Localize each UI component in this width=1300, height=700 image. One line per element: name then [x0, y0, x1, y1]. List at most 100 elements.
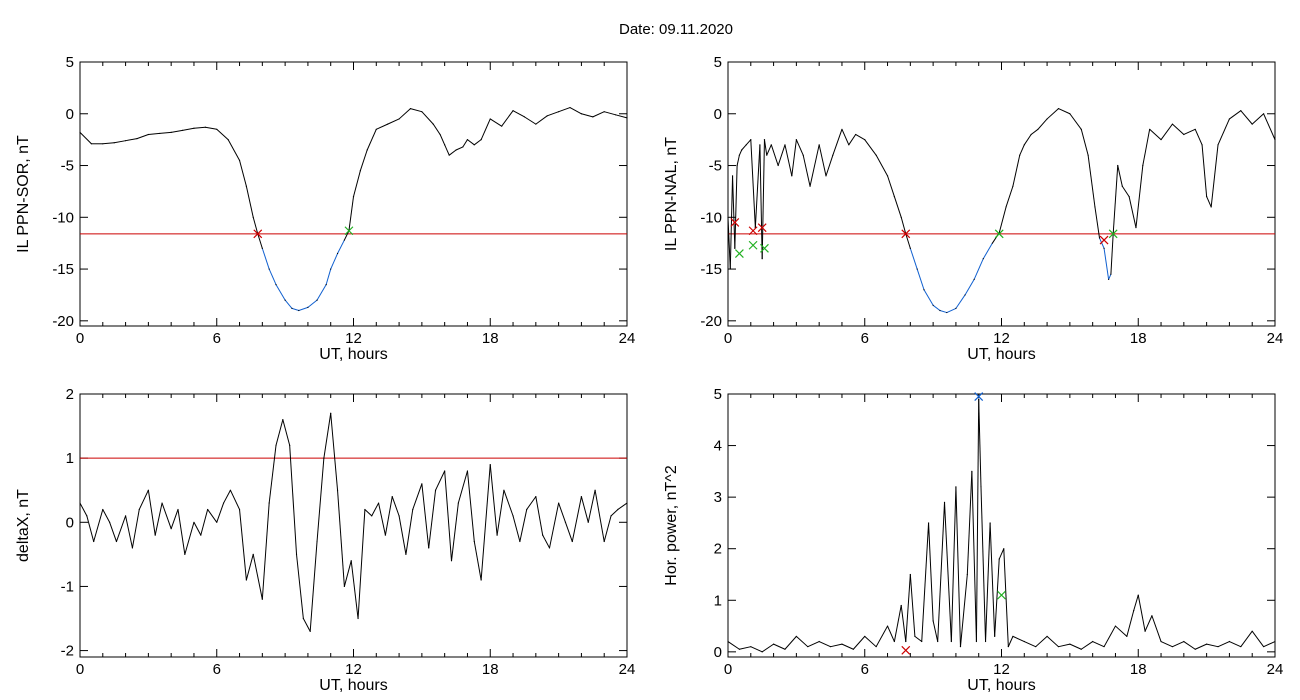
data-point [375, 128, 377, 130]
series-segment [1142, 129, 1151, 166]
data-point [916, 268, 918, 270]
series-segment [950, 486, 957, 642]
series-segment [569, 107, 582, 115]
series-segment [350, 560, 359, 619]
data-point [932, 620, 934, 622]
data-point [1217, 646, 1219, 648]
data-point [275, 444, 277, 446]
data-point [1240, 110, 1242, 112]
series-segment [966, 471, 973, 575]
series-segment [741, 144, 747, 151]
plot-frame-sor [79, 61, 628, 327]
series-segment [998, 548, 1005, 560]
series-segment [1024, 641, 1036, 648]
data-point [503, 489, 505, 491]
series-segment [1121, 185, 1130, 197]
series-segment [428, 490, 437, 549]
data-point [282, 419, 284, 421]
y-axis-label: Hor. power, nT^2 [663, 465, 680, 586]
data-point [750, 139, 752, 141]
series-segment [905, 233, 911, 249]
series-segment [848, 134, 857, 146]
data-point [336, 489, 339, 491]
data-point [937, 640, 939, 643]
data-point [864, 635, 866, 637]
series-segment [1144, 615, 1153, 632]
x-tick-label: 24 [1267, 330, 1284, 347]
data-point [964, 294, 966, 296]
data-point [905, 640, 907, 643]
series-segment [435, 470, 446, 491]
series-segment [330, 413, 339, 491]
marker-stroke [730, 218, 740, 227]
series-segment [1160, 641, 1173, 648]
series-segment [975, 399, 980, 642]
series-segment [1115, 625, 1128, 637]
series-segment [184, 522, 195, 555]
y-tick-label: -5 [61, 158, 74, 175]
data-point [512, 110, 514, 112]
series-segment [830, 643, 843, 648]
series-segment [852, 636, 866, 650]
data-point [261, 598, 263, 600]
series-segment [364, 509, 373, 517]
marker-end [994, 229, 1004, 239]
series-segment [239, 160, 247, 187]
data-point [855, 133, 857, 136]
series-segment [1151, 615, 1162, 642]
data-point [405, 553, 407, 555]
series-segment [1263, 641, 1276, 648]
series-segment [410, 108, 423, 113]
data-point [1030, 133, 1032, 136]
data-point [284, 299, 286, 301]
series-segment [982, 242, 993, 259]
data-point [617, 508, 619, 511]
data-point [193, 521, 195, 523]
series-segment [257, 233, 263, 249]
series-segment [617, 502, 628, 510]
data-point [227, 139, 229, 141]
data-point [291, 307, 293, 309]
series-segment [1160, 123, 1173, 140]
data-point [409, 107, 412, 110]
panel-nal: 0 6 12 18 24 5 0 -5 -10 -15 -20 UT, hours IL PPN-NAL… [663, 54, 1283, 363]
series-segment [841, 129, 850, 146]
series-segment [245, 554, 254, 581]
data-point [421, 483, 423, 485]
data-point [124, 515, 127, 517]
data-point [848, 144, 850, 146]
data-point [1092, 640, 1094, 643]
data-point [352, 195, 355, 198]
series-segment [734, 165, 738, 249]
series-segment [1251, 630, 1265, 647]
series-segment [473, 541, 482, 581]
data-point [1080, 128, 1082, 130]
series-segment [887, 175, 895, 197]
data-point [200, 534, 202, 536]
series-segment [1110, 233, 1114, 275]
x-axis-label: UT, hours [967, 346, 1035, 363]
series-segment [268, 445, 277, 504]
series-segment [1240, 630, 1253, 647]
series-segment [592, 111, 605, 118]
y-tick-label: -1 [61, 578, 74, 595]
series-segment [818, 641, 831, 648]
series-segment [148, 132, 160, 135]
y-tick-label: -20 [52, 313, 74, 330]
marker-stroke [1108, 229, 1118, 239]
data-point [1228, 118, 1231, 120]
marker-end [344, 226, 354, 236]
data-point [154, 534, 156, 536]
data-point [766, 154, 768, 156]
marker-end [997, 590, 1006, 600]
series-segment [802, 155, 811, 187]
data-point [791, 175, 793, 177]
series-segment [462, 139, 468, 148]
data-point [955, 307, 957, 309]
series-segment [959, 574, 968, 647]
series-segment [1058, 643, 1070, 648]
data-point [295, 553, 298, 555]
series-segment [526, 496, 537, 510]
data-point [729, 268, 731, 270]
data-point [1114, 625, 1117, 627]
